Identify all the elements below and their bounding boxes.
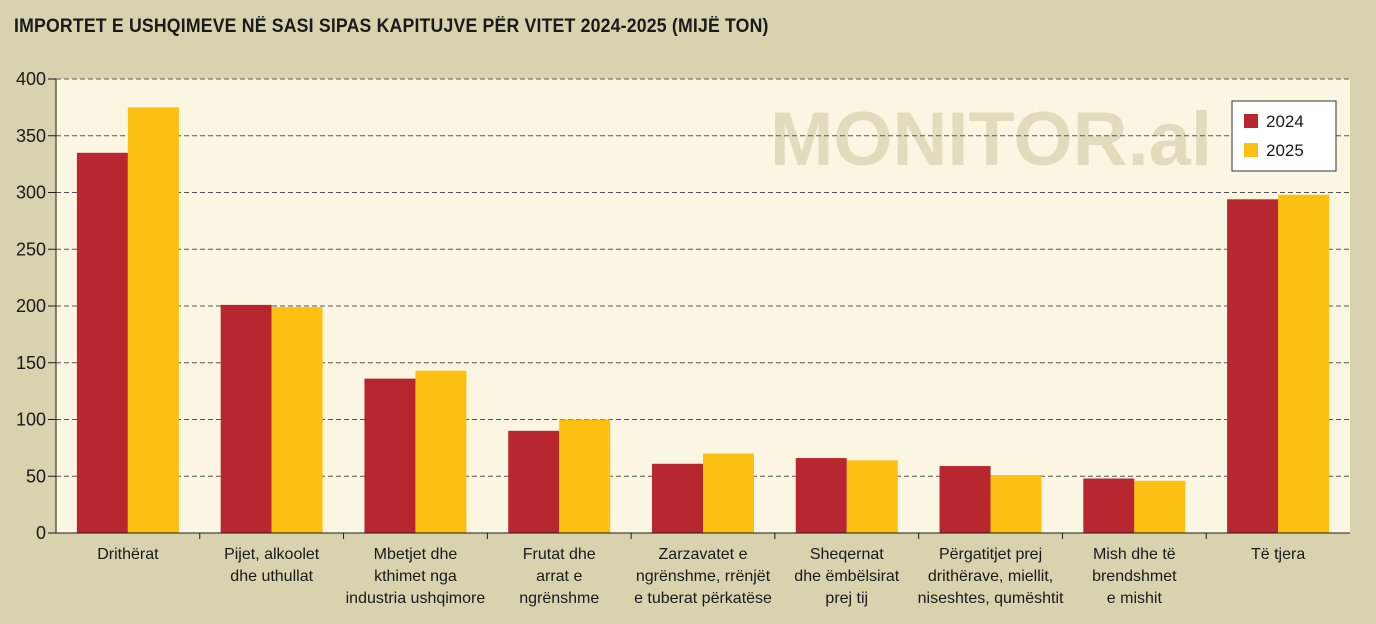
- category-label-line: industria ushqimore: [346, 590, 486, 607]
- bars: [76, 107, 1330, 533]
- bar-2025-0: [127, 107, 179, 533]
- category-label: Mish dhe të brendshmet e mishit: [1092, 546, 1177, 607]
- y-tick-label: 250: [16, 239, 46, 259]
- y-tick-label: 150: [16, 353, 46, 373]
- bar-2024-2: [364, 378, 416, 533]
- category-label-line: brendshmet: [1092, 568, 1177, 585]
- category-label: Frutat dhe arrat e ngrënshme: [519, 546, 599, 607]
- bar-2024-0: [76, 152, 128, 533]
- bar-2025-5: [846, 460, 898, 533]
- bar-2024-7: [1083, 478, 1135, 533]
- x-tick-labels: Drithërat Pijet, alkoolet dhe uthullat Mbet…: [97, 546, 1305, 607]
- bar-2025-6: [990, 475, 1042, 533]
- category-label-line: e mishit: [1107, 590, 1163, 607]
- legend: 2024 2025: [1231, 100, 1337, 172]
- category-label-line: Mish dhe të: [1093, 546, 1176, 563]
- category-label: Përgatitjet prej drithërave, miellit, nise…: [918, 546, 1064, 607]
- category-label-line: Të tjera: [1251, 546, 1305, 563]
- category-label-line: Pijet, alkoolet: [224, 546, 320, 563]
- legend-swatch-2025: [1244, 143, 1258, 157]
- category-label-line: dhe ëmbëlsirat: [794, 568, 900, 585]
- category-label-line: Zarzavatet e: [659, 546, 748, 563]
- chart-title: IMPORTET E USHQIMEVE NË SASI SIPAS KAPIT…: [14, 16, 769, 37]
- y-tick-label: 200: [16, 296, 46, 316]
- legend-box: [1231, 100, 1337, 172]
- category-label-line: Sheqernat: [810, 546, 884, 563]
- bar-2025-1: [271, 307, 323, 533]
- watermark: MONITOR.al: [770, 97, 1212, 182]
- category-label: Të tjera: [1251, 546, 1305, 563]
- y-tick-label: 0: [36, 523, 46, 543]
- y-tick-label: 50: [26, 466, 46, 486]
- category-label-line: niseshtes, qumështit: [918, 590, 1064, 607]
- category-label-line: Frutat dhe: [523, 546, 596, 563]
- category-label-line: e tuberat përkatëse: [634, 590, 772, 607]
- bar-2024-6: [939, 466, 991, 533]
- y-tick-label: 350: [16, 126, 46, 146]
- category-label-line: ngrënshme: [519, 590, 599, 607]
- bar-2024-1: [220, 304, 272, 533]
- bar-2024-3: [508, 430, 560, 533]
- category-label-line: Përgatitjet prej: [939, 546, 1042, 563]
- category-label-line: ngrënshme, rrënjët: [636, 568, 771, 585]
- category-label-line: kthimet nga: [374, 568, 457, 585]
- category-label: Sheqernat dhe ëmbëlsirat prej tij: [794, 546, 900, 607]
- category-label-line: arrat e: [536, 568, 582, 585]
- bar-2025-7: [1134, 480, 1186, 533]
- bar-2025-8: [1278, 194, 1330, 533]
- category-label: Mbetjet dhe kthimet nga industria ushqimor…: [346, 546, 486, 607]
- y-tick-label: 400: [16, 69, 46, 89]
- category-label-line: Drithërat: [97, 546, 159, 563]
- y-tick-label: 300: [16, 183, 46, 203]
- bar-2025-2: [415, 370, 467, 533]
- y-tick-labels: 0 50 100 150 200 250 300 350 400: [16, 69, 56, 543]
- category-label-line: prej tij: [825, 590, 868, 607]
- bar-2025-4: [703, 453, 754, 533]
- category-label: Pijet, alkoolet dhe uthullat: [224, 546, 320, 585]
- category-label-line: Mbetjet dhe: [374, 546, 458, 563]
- bar-2025-3: [559, 419, 611, 533]
- category-label-line: drithërave, miellit,: [928, 568, 1053, 585]
- legend-label-2025: 2025: [1266, 141, 1304, 160]
- legend-label-2024: 2024: [1266, 112, 1304, 131]
- legend-swatch-2024: [1244, 114, 1258, 128]
- bar-2024-4: [652, 463, 703, 533]
- category-label: Zarzavatet e ngrënshme, rrënjët e tuberat …: [634, 546, 772, 607]
- bar-2024-5: [795, 458, 847, 533]
- y-tick-label: 100: [16, 410, 46, 430]
- category-label-line: dhe uthullat: [230, 568, 313, 585]
- bar-2024-8: [1227, 199, 1279, 533]
- category-label: Drithërat: [97, 546, 159, 563]
